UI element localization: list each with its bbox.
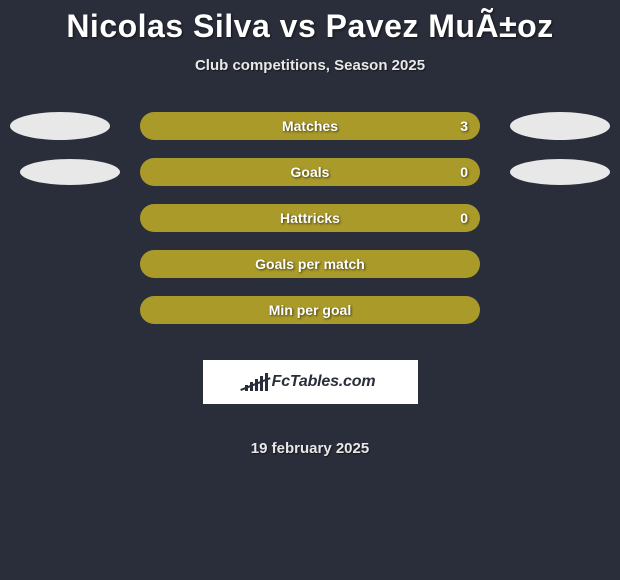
stat-bar: Goals 0 xyxy=(140,158,480,186)
page-title: Nicolas Silva vs Pavez MuÃ±oz xyxy=(0,8,620,45)
stat-label: Hattricks xyxy=(280,210,340,226)
stat-label: Min per goal xyxy=(269,302,351,318)
stat-bar: Hattricks 0 xyxy=(140,204,480,232)
player1-marker xyxy=(10,112,110,140)
player2-marker xyxy=(510,112,610,140)
player1-marker xyxy=(20,159,120,185)
logo-text: FcTables.com xyxy=(272,373,376,391)
stat-row-min-per-goal: Min per goal xyxy=(0,296,620,324)
branding-logo[interactable]: FcTables.com xyxy=(203,360,418,404)
stat-label: Goals xyxy=(291,164,330,180)
stat-section: Matches 3 Goals 0 Hattricks 0 Goals per … xyxy=(0,112,620,457)
stat-bar: Goals per match xyxy=(140,250,480,278)
logo-inner: FcTables.com xyxy=(245,373,376,391)
footer-date: 19 february 2025 xyxy=(251,440,369,457)
stat-value: 3 xyxy=(460,118,468,134)
stat-bar: Matches 3 xyxy=(140,112,480,140)
player2-marker xyxy=(510,159,610,185)
stat-label: Goals per match xyxy=(255,256,365,272)
page-subtitle: Club competitions, Season 2025 xyxy=(0,57,620,74)
stat-bar: Min per goal xyxy=(140,296,480,324)
comparison-widget: Nicolas Silva vs Pavez MuÃ±oz Club compe… xyxy=(0,0,620,457)
stat-row-hattricks: Hattricks 0 xyxy=(0,204,620,232)
stat-row-matches: Matches 3 xyxy=(0,112,620,140)
stat-value: 0 xyxy=(460,164,468,180)
chart-icon xyxy=(245,373,268,391)
stat-value: 0 xyxy=(460,210,468,226)
stat-row-goals: Goals 0 xyxy=(0,158,620,186)
stat-label: Matches xyxy=(282,118,338,134)
stat-row-goals-per-match: Goals per match xyxy=(0,250,620,278)
